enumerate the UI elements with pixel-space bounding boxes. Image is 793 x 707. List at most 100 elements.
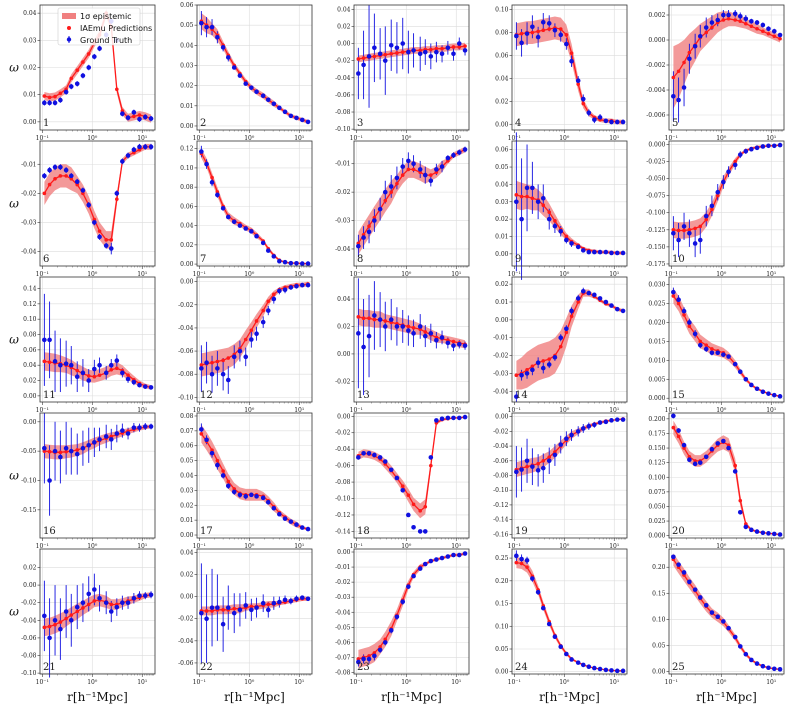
truth-point <box>400 599 406 605</box>
prediction-point <box>372 317 377 322</box>
ytick-label: -0.02 <box>335 579 351 586</box>
truth-point <box>434 557 439 562</box>
xtick-label: 10⁻¹ <box>193 407 206 414</box>
truth-point <box>564 651 569 657</box>
truth-point <box>103 370 109 376</box>
prediction-point <box>221 358 225 363</box>
ytick-label: 0.01 <box>495 299 508 306</box>
ytick-label: -0.04 <box>493 443 509 450</box>
ytick-label: -0.02 <box>335 58 351 65</box>
ytick-label: 0.00 <box>495 317 509 324</box>
prediction-point <box>215 458 220 463</box>
panel-number: 20 <box>672 526 685 537</box>
truth-point <box>558 442 564 447</box>
truth-point <box>445 415 451 421</box>
truth-point <box>92 220 97 225</box>
truth-point <box>681 224 687 229</box>
ytick-label: 0.000 <box>648 395 665 402</box>
ytick-label: -0.004 <box>646 87 665 94</box>
truth-point <box>388 42 394 48</box>
xtick-label: 10¹ <box>451 679 461 686</box>
truth-point <box>546 362 552 367</box>
ytick-label: 0.05 <box>495 164 509 171</box>
prediction-point <box>536 461 540 466</box>
legend-pred-label: IAEmu Predictions <box>80 24 152 33</box>
truth-point <box>535 34 541 40</box>
ytick-label: 0.02 <box>180 571 194 578</box>
x-axis-label: r[h⁻¹Mpc] <box>539 690 600 704</box>
prediction-point <box>547 357 552 361</box>
truth-point <box>58 97 63 103</box>
truth-point <box>47 635 52 641</box>
truth-point <box>265 308 271 313</box>
xtick-label: 10⁻¹ <box>36 543 49 550</box>
truth-point <box>382 58 388 63</box>
truth-point <box>97 595 102 601</box>
truth-point <box>237 607 243 613</box>
truth-point <box>749 146 754 152</box>
ytick-label: 0.04 <box>180 42 194 49</box>
xtick-label: 10⁰ <box>401 407 412 414</box>
xtick-label: 10¹ <box>609 407 619 414</box>
truth-point <box>97 46 102 51</box>
ytick-label: -0.06 <box>335 463 351 470</box>
truth-point <box>546 216 552 222</box>
truth-point <box>726 169 731 175</box>
truth-point <box>47 337 52 343</box>
prediction-point <box>406 324 411 329</box>
truth-point <box>697 237 703 243</box>
truth-point <box>271 254 277 259</box>
truth-point <box>732 469 738 474</box>
truth-point <box>63 167 69 173</box>
truth-point <box>148 144 154 150</box>
truth-point <box>535 199 541 205</box>
truth-point <box>524 185 530 191</box>
epistemic-band <box>44 143 151 249</box>
truth-point <box>305 119 311 125</box>
ytick-label: -0.03 <box>21 219 37 226</box>
xtick-label: 10⁰ <box>716 407 727 414</box>
prediction-point <box>383 52 388 57</box>
ytick-label: -0.08 <box>21 653 37 660</box>
truth-point <box>400 324 406 329</box>
prediction-line <box>672 295 781 397</box>
truth-point <box>530 464 535 469</box>
truth-point <box>243 603 249 608</box>
xtick-label: 10⁰ <box>559 679 570 686</box>
panel-frame <box>353 412 470 539</box>
truth-point <box>305 282 311 288</box>
xtick-label: 10⁰ <box>559 543 570 550</box>
truth-point <box>237 492 243 498</box>
prediction-point <box>710 25 714 30</box>
prediction-point <box>356 57 361 61</box>
truth-point <box>439 164 445 169</box>
prediction-point <box>525 464 529 469</box>
truth-point <box>697 595 703 600</box>
prediction-point <box>547 455 552 459</box>
truth-point <box>456 150 462 155</box>
truth-point <box>265 499 271 505</box>
truth-point <box>703 213 709 219</box>
truth-point <box>586 664 592 670</box>
truth-point <box>47 478 52 483</box>
truth-point <box>74 374 80 379</box>
truth-point <box>249 607 254 613</box>
prediction-point <box>451 45 456 49</box>
truth-point <box>721 619 726 624</box>
panel-number: 15 <box>672 390 685 401</box>
ytick-label: 0.06 <box>180 203 194 210</box>
truth-point <box>220 371 226 377</box>
prediction-point <box>463 44 467 48</box>
x-axis-label: r[h⁻¹Mpc] <box>67 690 128 704</box>
truth-point <box>703 602 709 608</box>
ytick-label: 0.03 <box>495 199 509 206</box>
truth-point <box>428 455 434 460</box>
prediction-point <box>418 48 422 53</box>
truth-point <box>305 526 311 532</box>
truth-point <box>58 626 63 632</box>
ytick-label: -0.002 <box>646 62 665 69</box>
ytick-label: 0.00 <box>495 414 509 421</box>
truth-point <box>114 358 120 363</box>
prediction-point <box>58 91 63 96</box>
panel-frame <box>353 140 470 267</box>
